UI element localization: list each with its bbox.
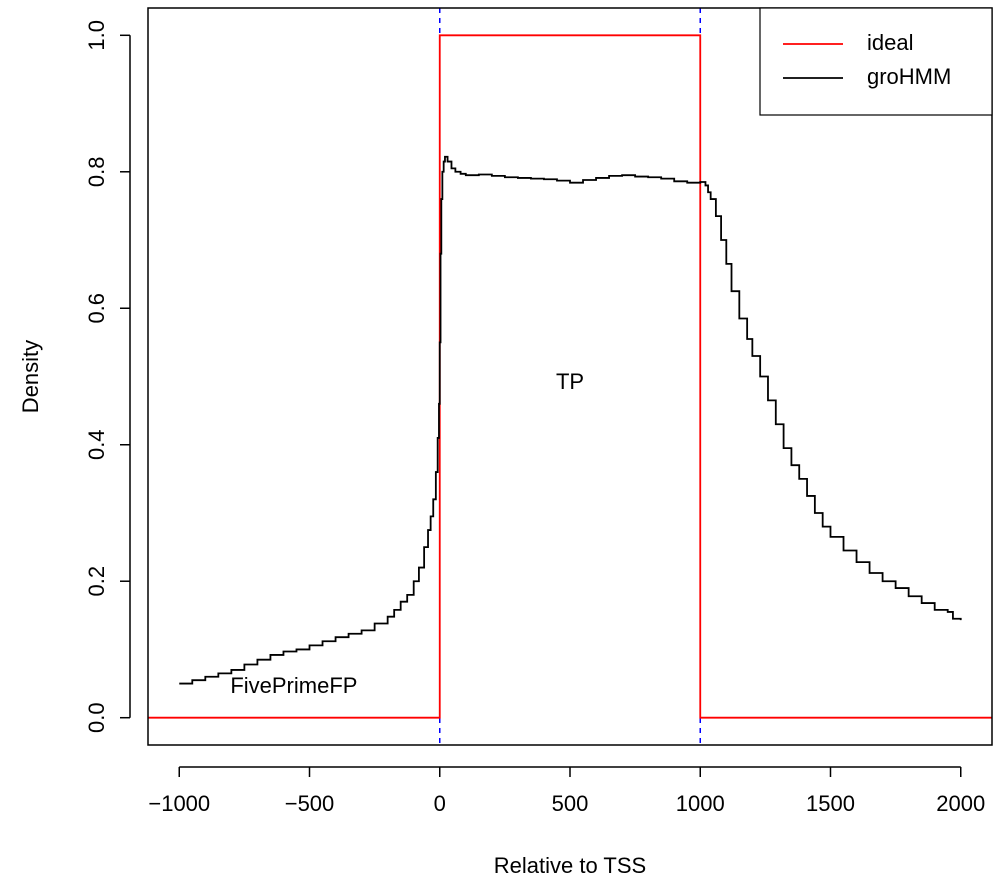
x-tick-label: 0 [434,791,446,816]
x-tick-label: 500 [552,791,589,816]
series-line-grohmm [179,155,962,685]
y-axis-title: Density [18,340,43,413]
annotations: TP FivePrimeFP [230,369,584,698]
y-axis: 0.0 0.2 0.4 0.6 0.8 1.0 [84,20,131,733]
y-tick-label: 0.2 [84,566,109,597]
y-tick-label: 0.6 [84,293,109,324]
plot-frame [147,7,993,746]
legend-label-ideal: ideal [867,30,913,55]
y-tick-label: 1.0 [84,20,109,51]
x-tick-label: 1500 [806,791,855,816]
x-tick-label: −500 [285,791,335,816]
series-line-ideal [148,34,992,719]
x-axis: −1000 −500 0 500 1000 1500 2000 [148,766,985,816]
y-tick-label: 0.8 [84,156,109,187]
annotation-0: TP [556,369,584,394]
legend-label-grohmm: groHMM [867,64,951,89]
legend: ideal groHMM [759,7,993,116]
y-tick-label: 0.4 [84,429,109,460]
x-tick-label: 1000 [676,791,725,816]
x-axis-title: Relative to TSS [494,853,646,878]
x-tick-label: −1000 [148,791,210,816]
y-tick-label: 0.0 [84,702,109,733]
series-layer [148,34,992,719]
annotation-1: FivePrimeFP [230,673,357,698]
plot-area [148,8,992,745]
legend-box [759,7,993,116]
x-tick-label: 2000 [936,791,985,816]
